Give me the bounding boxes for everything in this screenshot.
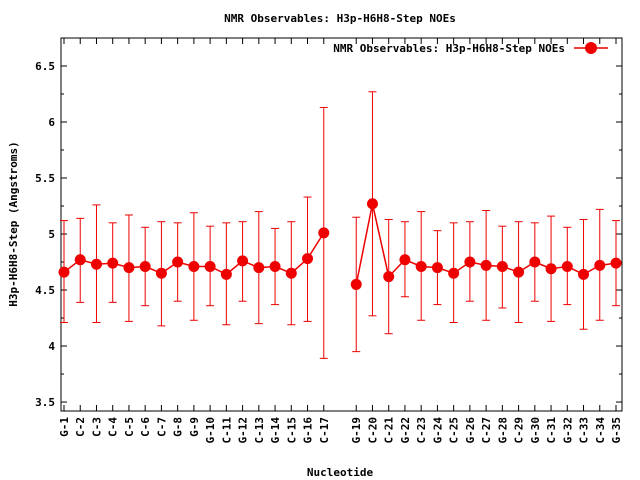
x-tick-label: G-14 xyxy=(269,417,282,444)
x-tick-label: C-17 xyxy=(318,417,331,444)
data-point xyxy=(302,253,314,265)
x-tick-label: C-27 xyxy=(480,417,493,444)
data-point xyxy=(220,268,232,280)
x-tick-label: C-31 xyxy=(545,417,558,444)
data-point xyxy=(545,263,557,275)
data-point xyxy=(383,271,395,283)
legend-marker xyxy=(585,42,597,54)
data-point xyxy=(415,261,427,273)
legend: NMR Observables: H3p-H6H8-Step NOEs xyxy=(333,42,608,55)
data-point xyxy=(107,257,119,269)
x-tick-label: C-34 xyxy=(594,417,607,444)
x-tick-label: G-30 xyxy=(529,417,542,444)
x-tick-label: G-12 xyxy=(237,417,250,444)
x-tick-label: G-22 xyxy=(399,417,412,444)
data-point xyxy=(253,262,265,274)
error-bars xyxy=(60,91,620,359)
x-tick-label: C-20 xyxy=(366,417,379,444)
data-point xyxy=(366,198,378,210)
x-tick-label: C-21 xyxy=(383,417,396,444)
data-point xyxy=(464,256,476,268)
x-tick-label: G-28 xyxy=(496,417,509,444)
data-point xyxy=(123,262,135,274)
x-tick-label: C-6 xyxy=(139,417,152,437)
x-tick-label: G-16 xyxy=(302,417,315,444)
x-tick-label: G-9 xyxy=(188,417,201,437)
x-tick-label: C-11 xyxy=(220,417,233,444)
x-tick-label: C-25 xyxy=(448,417,461,444)
x-tick-label: G-8 xyxy=(172,417,185,437)
data-point xyxy=(139,261,151,273)
data-point xyxy=(350,278,362,290)
data-point xyxy=(578,268,590,280)
x-tick-label: C-3 xyxy=(90,417,103,437)
series-line xyxy=(63,203,617,285)
x-tick-label: G-24 xyxy=(431,417,444,444)
data-point xyxy=(594,259,606,271)
x-tick-label: C-2 xyxy=(74,417,87,437)
x-tick-label: C-4 xyxy=(107,417,120,437)
data-point xyxy=(496,261,508,273)
x-tick-label: G-1 xyxy=(58,417,71,437)
x-axis: G-1 C-2 C-3 C-4 C-5 C-6 C-7 G-8 G-9 G-10 C-11 G-12 C… xyxy=(58,38,623,444)
plot-area xyxy=(60,37,623,412)
x-tick-label: G-35 xyxy=(610,417,623,444)
y-tick-label: 5 xyxy=(48,228,55,241)
y-tick-label: 6.5 xyxy=(35,60,55,73)
y-tick-label: 5.5 xyxy=(35,172,55,185)
x-tick-label: G-32 xyxy=(561,417,574,444)
data-point xyxy=(561,261,573,273)
chart-title: NMR Observables: H3p-H6H8-Step NOEs xyxy=(224,12,456,25)
x-tick-label: C-29 xyxy=(513,417,526,444)
plot-frame xyxy=(60,37,623,412)
x-tick-label: C-13 xyxy=(253,417,266,444)
y-axis: 3.5 4 4.5 5 5.5 6 6.5 xyxy=(35,60,622,409)
data-point xyxy=(610,257,622,269)
y-tick-label: 4 xyxy=(48,340,55,353)
data-point xyxy=(237,255,249,267)
x-tick-label: C-7 xyxy=(155,417,168,437)
y-tick-label: 6 xyxy=(48,116,55,129)
data-point xyxy=(285,267,297,279)
data-point xyxy=(448,267,460,279)
data-point xyxy=(480,259,492,271)
x-axis-label: Nucleotide xyxy=(307,466,374,479)
data-point xyxy=(529,256,541,268)
data-point xyxy=(58,266,70,278)
data-point xyxy=(513,266,525,278)
data-point xyxy=(318,227,330,239)
data-point xyxy=(204,261,216,273)
data-point xyxy=(399,254,411,266)
data-point xyxy=(188,261,200,273)
data-point xyxy=(74,254,86,266)
y-tick-label: 4.5 xyxy=(35,284,55,297)
data-point xyxy=(172,256,184,268)
data-point xyxy=(431,262,443,274)
data-point xyxy=(155,267,167,279)
data-points xyxy=(58,198,622,290)
x-tick-label: C-33 xyxy=(578,417,591,444)
y-tick-label: 3.5 xyxy=(35,396,55,409)
data-point xyxy=(269,261,281,273)
x-tick-label: G-19 xyxy=(350,417,363,444)
y-axis-label: H3p-H6H8-Step (Angstroms) xyxy=(7,141,20,307)
x-tick-label: C-5 xyxy=(123,417,136,437)
x-tick-label: C-23 xyxy=(415,417,428,444)
data-point xyxy=(90,258,102,270)
x-tick-label: G-10 xyxy=(204,417,217,444)
x-tick-label: G-26 xyxy=(464,417,477,444)
legend-label: NMR Observables: H3p-H6H8-Step NOEs xyxy=(333,42,565,55)
x-tick-label: C-15 xyxy=(285,417,298,444)
